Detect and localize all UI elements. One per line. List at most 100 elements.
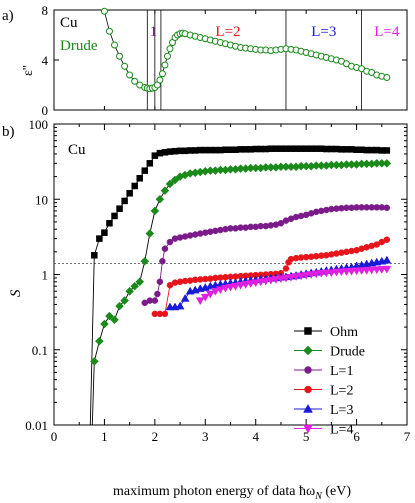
- panel-a-ticks: 0 4 8: [42, 3, 408, 118]
- data-point: [226, 283, 235, 292]
- series-line: [144, 206, 387, 304]
- data-point: [236, 281, 246, 290]
- data-point: [326, 269, 336, 278]
- data-point: [156, 278, 164, 286]
- drude-point: [163, 52, 171, 60]
- legend-item: Drude: [294, 345, 365, 360]
- panel-b: 0 1 2 3 4 5 6 7 0.01 0.1 1 10 100 b) Cu S maximum ph…: [2, 117, 411, 502]
- panel-b-ytick-label: 1: [42, 268, 49, 283]
- data-point: [383, 147, 391, 154]
- panel-a-markers: [100, 7, 391, 93]
- panel-b-xtick-label: 5: [303, 429, 310, 444]
- data-point: [276, 275, 286, 284]
- data-point: [296, 272, 306, 281]
- data-point: [126, 190, 133, 197]
- drude-point: [383, 74, 391, 81]
- legend-label: Drude: [330, 345, 365, 360]
- data-point: [111, 212, 118, 220]
- data-point: [281, 274, 291, 283]
- panel-b-series: [89, 145, 392, 426]
- data-point: [131, 182, 138, 190]
- data-point: [89, 357, 99, 366]
- data-point: [180, 293, 190, 302]
- data-point: [266, 276, 276, 285]
- legend-label: L=4: [330, 423, 353, 438]
- data-point: [382, 255, 392, 264]
- panel-a-vlines: [146, 10, 363, 110]
- data-point: [383, 204, 391, 212]
- panel-b-ytick-label: 0.1: [32, 343, 48, 358]
- data-point: [161, 310, 169, 318]
- series-ohm: [89, 145, 391, 426]
- panel-b-xtick-label: 1: [101, 429, 108, 444]
- panel-b-ticks: 0 1 2 3 4 5 6 7 0.01 0.1 1 10 100: [25, 117, 411, 444]
- data-point: [303, 424, 313, 434]
- data-point: [231, 282, 240, 291]
- series-l4: [195, 265, 392, 306]
- data-point: [304, 385, 312, 394]
- data-point: [175, 301, 185, 310]
- data-point: [303, 345, 313, 356]
- legend-item: Ohm: [294, 325, 358, 340]
- series-l2: [151, 236, 391, 318]
- legend-label: L=2: [330, 384, 353, 399]
- panel-a: 0 4 8 a) Cu Drude ε'' 1 L=2 L=3 L=4: [2, 3, 408, 118]
- panel-a-ytick-label: 0: [42, 103, 49, 118]
- panel-b-xtick-label: 4: [252, 429, 259, 444]
- data-point: [304, 366, 312, 374]
- data-point: [215, 286, 225, 295]
- data-point: [246, 280, 256, 288]
- data-point: [91, 252, 98, 259]
- data-point: [136, 175, 143, 182]
- panel-a-label: a): [2, 8, 14, 24]
- panel-b-xtick-label: 3: [202, 429, 209, 444]
- drude-point: [161, 61, 169, 69]
- legend-item: L=1: [294, 364, 353, 379]
- data-point: [261, 277, 271, 286]
- legend: Ohm Drude L=1 L=2 L=3 L=4: [294, 325, 365, 438]
- panel-b-material-label: Cu: [68, 142, 86, 158]
- data-point: [303, 403, 313, 413]
- panel-b-xtick-label: 6: [353, 429, 360, 444]
- data-point: [159, 257, 166, 265]
- data-point: [150, 206, 160, 216]
- panel-a-material-label: Cu: [60, 15, 78, 31]
- legend-label: L=1: [330, 364, 353, 379]
- data-point: [101, 229, 108, 236]
- data-point: [306, 271, 316, 280]
- drude-point: [105, 27, 113, 35]
- drude-point: [166, 45, 174, 53]
- data-point: [205, 290, 215, 299]
- data-point: [115, 301, 124, 311]
- panel-b-ytick-label: 100: [29, 117, 49, 132]
- data-point: [311, 270, 321, 279]
- legend-item: L=4: [294, 423, 353, 438]
- data-point: [96, 235, 103, 242]
- drude-point: [111, 41, 119, 49]
- drude-point: [131, 77, 139, 85]
- region-label: L=3: [311, 24, 336, 40]
- data-point: [200, 293, 210, 302]
- data-point: [160, 186, 170, 196]
- data-point: [382, 158, 392, 168]
- data-point: [271, 276, 281, 284]
- data-point: [135, 277, 145, 287]
- data-point: [256, 278, 266, 287]
- data-point: [251, 279, 261, 288]
- data-point: [165, 179, 175, 189]
- legend-item: L=3: [294, 403, 353, 418]
- panel-a-ylabel: ε'': [21, 65, 36, 76]
- data-point: [116, 205, 123, 212]
- panel-a-legend-drude: Drude: [60, 38, 98, 54]
- data-point: [382, 265, 392, 274]
- data-point: [95, 336, 104, 346]
- legend-label: L=3: [330, 403, 353, 418]
- legend-label: Ohm: [330, 325, 358, 340]
- data-point: [170, 175, 180, 185]
- data-point: [121, 197, 128, 205]
- data-point: [130, 281, 140, 291]
- data-point: [195, 297, 205, 306]
- legend-item: L=2: [294, 384, 353, 399]
- region-label: 1: [150, 24, 158, 40]
